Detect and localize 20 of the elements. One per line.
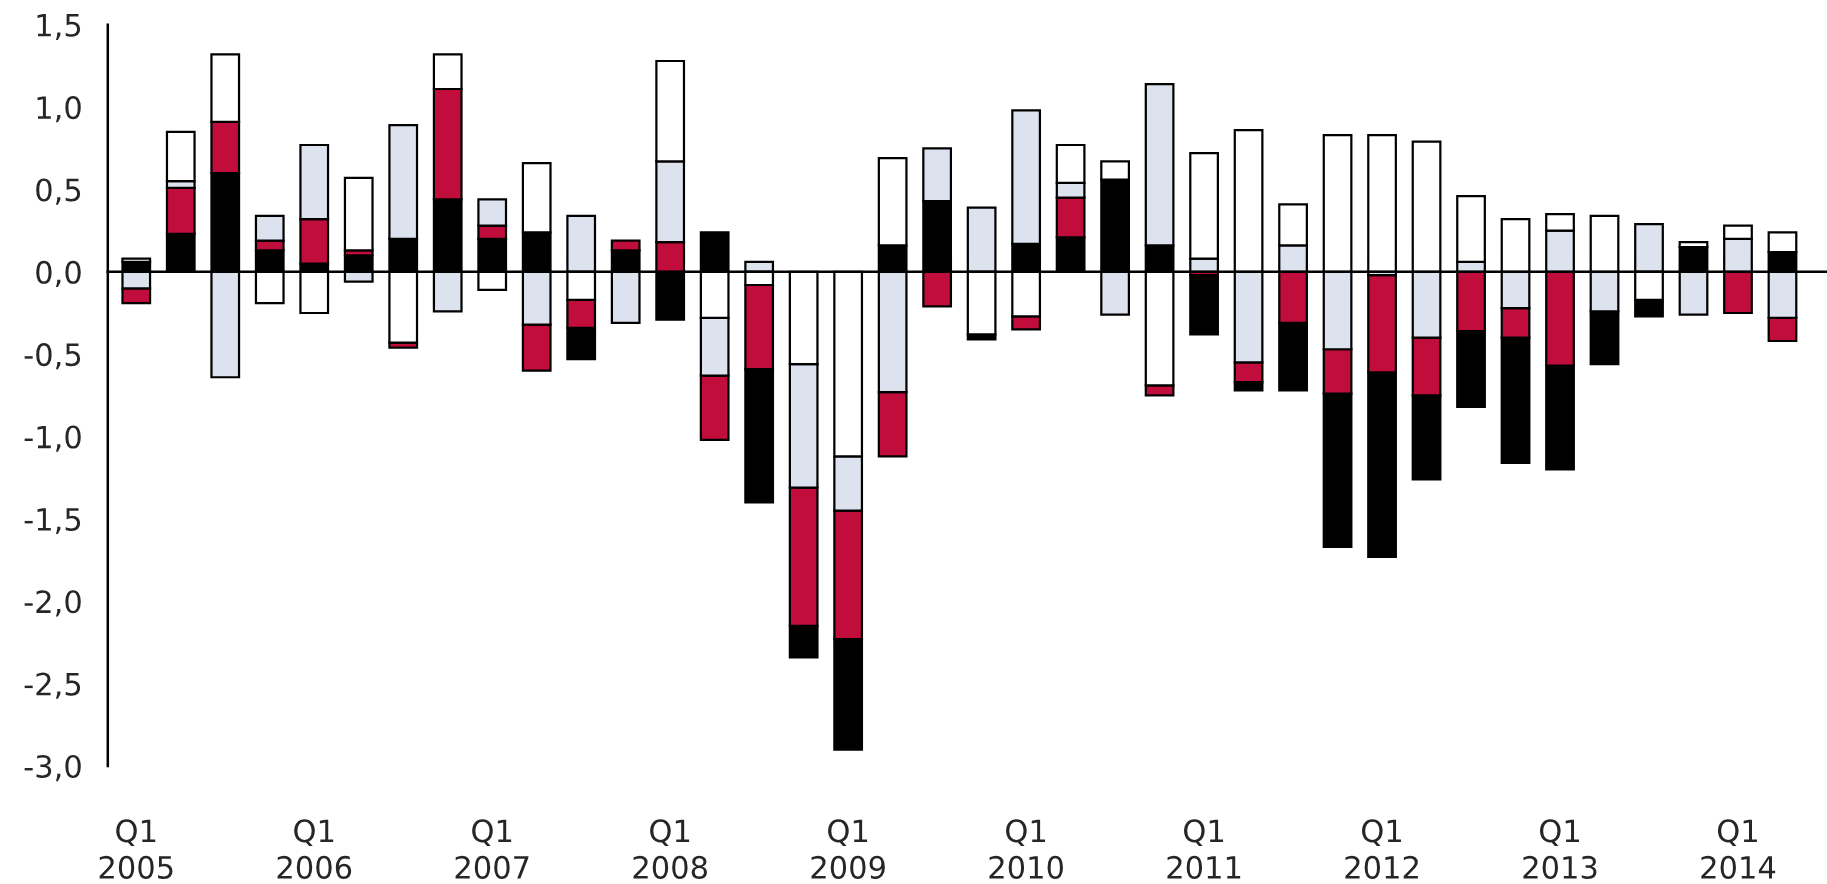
- y-tick-label: -1,5: [24, 508, 81, 535]
- x-tick-label: Q1 2011: [1167, 819, 1241, 879]
- x-tick-label: Q1 2008: [633, 819, 707, 879]
- y-tick-label: -2,5: [24, 672, 81, 699]
- y-tick-label: -1,0: [24, 425, 81, 452]
- y-tick-label: -3,0: [24, 754, 81, 782]
- y-tick-label: -2,0: [24, 590, 81, 617]
- y-tick-label: -0,5: [24, 343, 81, 370]
- x-tick-label: Q1 2010: [989, 819, 1063, 879]
- y-tick-label: 1,5: [37, 14, 81, 40]
- x-tick-label: Q1 2005: [99, 819, 173, 879]
- x-tick-label: Q1 2006: [277, 819, 352, 879]
- y-tick-label: 1,0: [37, 96, 81, 123]
- x-tick-label: Q1 2014: [1701, 819, 1776, 879]
- x-tick-label: Q1 2009: [811, 819, 885, 879]
- x-tick-label: Q1 2012: [1345, 819, 1418, 879]
- y-tick-label: 0,0: [36, 260, 81, 287]
- x-tick-label: Q1 2007: [455, 819, 529, 879]
- x-tick-label: Q1 2013: [1523, 819, 1597, 879]
- y-tick-label: 0,5: [36, 178, 81, 205]
